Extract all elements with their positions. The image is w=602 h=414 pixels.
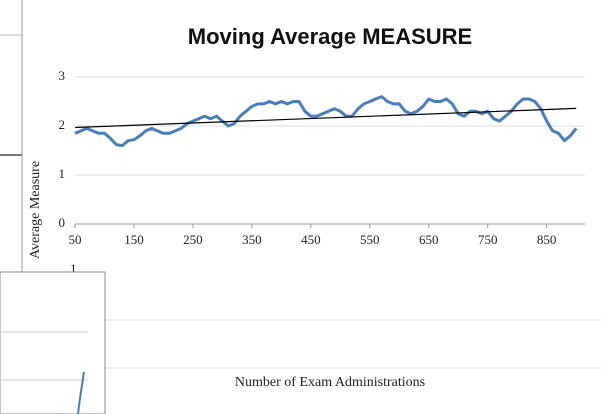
- x-tick-label: 150: [124, 232, 144, 247]
- x-tick-label: 50: [69, 232, 82, 247]
- trend-line: [74, 107, 577, 129]
- x-tick-label: 250: [183, 232, 203, 247]
- x-axis-label: Number of Exam Administrations: [235, 375, 425, 390]
- data-line: [74, 95, 578, 148]
- x-tick-label: 850: [537, 232, 557, 247]
- overlay-line: [77, 371, 85, 414]
- y-tick-label: 3: [59, 68, 66, 83]
- y-tick-label: 1: [59, 166, 66, 181]
- behind-tick-label: 1: [70, 261, 77, 276]
- x-tick-label: 650: [419, 232, 439, 247]
- overlay-window: [0, 271, 106, 414]
- y-tick-label: 2: [59, 117, 66, 132]
- x-tick-label: 350: [242, 232, 262, 247]
- y-axis-label: Average Measure: [28, 161, 43, 259]
- x-tick-label: 550: [360, 232, 380, 247]
- x-tick-label: 750: [478, 232, 498, 247]
- y-tick-label: 0: [59, 215, 66, 230]
- chart-title: Moving Average MEASURE: [188, 24, 472, 49]
- x-tick-label: 450: [301, 232, 321, 247]
